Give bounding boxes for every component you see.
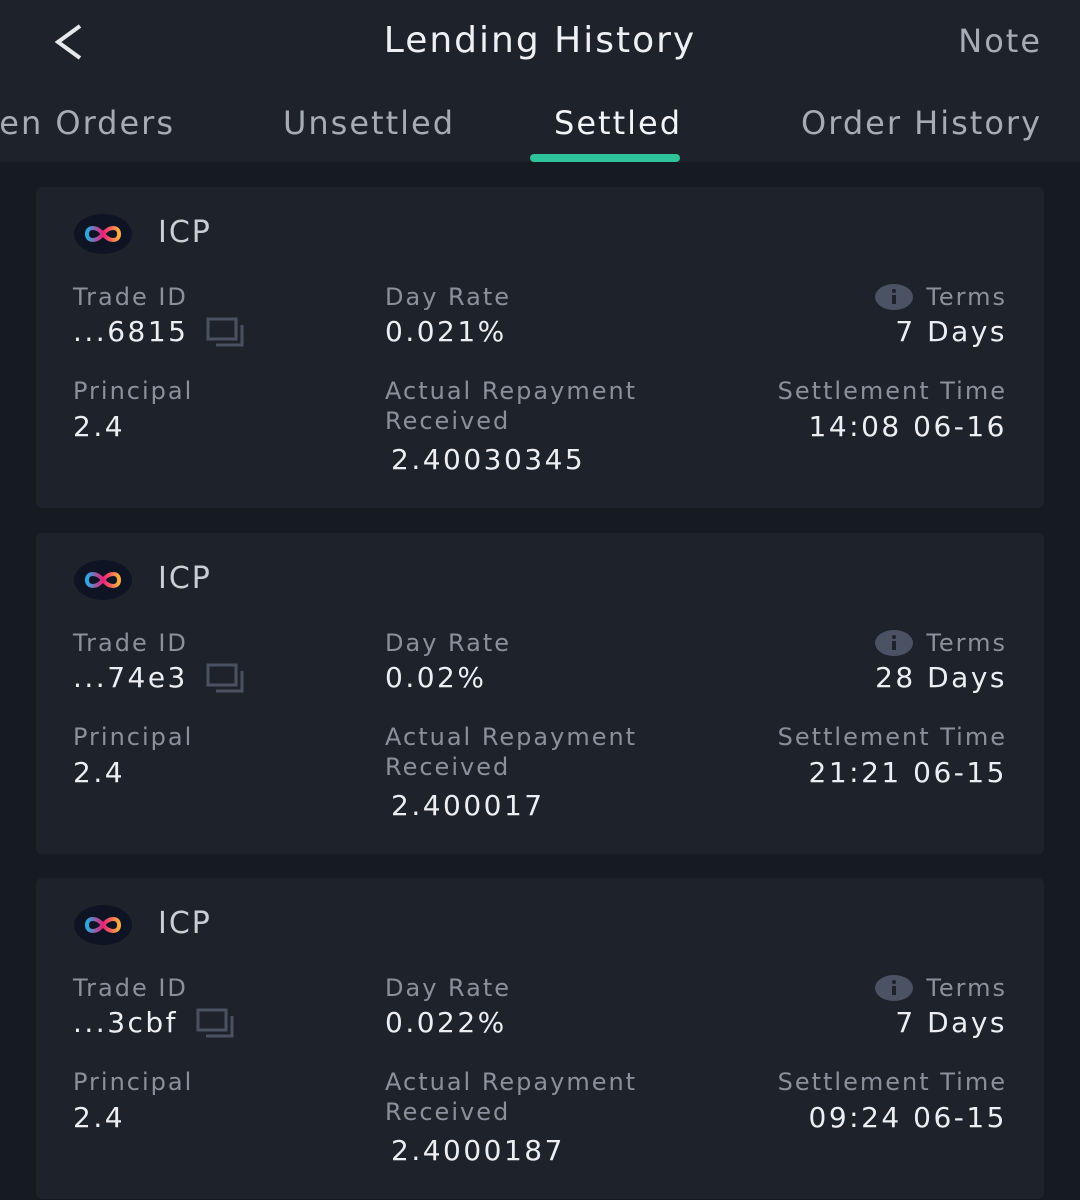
lending-card: ICP Trade ID ...3cbf Day Rate 0.022% Terms 7 D… [36, 878, 1044, 1199]
coin-icon [73, 213, 133, 259]
info-button[interactable] [874, 629, 914, 661]
info-button[interactable] [874, 974, 914, 1006]
field-value: 2.4 [73, 755, 126, 789]
tab[interactable]: Settled [554, 104, 682, 142]
field-value: 0.022% [385, 1006, 507, 1039]
back-button[interactable] [50, 22, 86, 62]
field-value: 21:21 06-15 [808, 755, 1007, 789]
copy-button[interactable] [206, 317, 248, 351]
field-label: Trade ID [73, 974, 188, 1002]
field-label: Trade ID [73, 628, 188, 657]
lending-card: ICP Trade ID ...74e3 Day Rate 0.02% Terms 28 D… [36, 532, 1044, 854]
field-label: Terms [926, 628, 1007, 657]
field-label: Day Rate [385, 974, 512, 1002]
tab-indicator [530, 154, 680, 162]
field-value: 28 Days [875, 660, 1007, 694]
page-title: Lending History [383, 20, 697, 61]
field-value: 0.02% [385, 660, 487, 694]
field-value: 2.40030345 [391, 443, 586, 476]
field-label: Actual Repayment Received [385, 1068, 638, 1126]
field-value: 2.400017 [391, 788, 545, 822]
coin-icon [73, 559, 133, 605]
coin-name: ICP [158, 215, 212, 250]
field-label: Trade ID [73, 283, 188, 311]
field-label: Settlement Time [777, 1068, 1007, 1096]
field-label: Terms [926, 974, 1007, 1002]
coin-name: ICP [158, 560, 212, 596]
tab[interactable]: Open Orders [0, 104, 175, 142]
field-label: Actual Repayment Received [385, 722, 638, 781]
field-label: Terms [926, 283, 1007, 311]
field-label: Settlement Time [777, 722, 1007, 751]
field-label: Day Rate [385, 628, 512, 657]
field-value: 2.4000187 [391, 1134, 565, 1167]
field-value: 2.4 [73, 410, 126, 443]
note-button[interactable]: Note [958, 22, 1042, 60]
field-value: 14:08 06-16 [808, 410, 1007, 443]
lending-card: ICP Trade ID ...6815 Day Rate 0.021% Terms 7 D… [36, 187, 1044, 508]
tab[interactable]: Order History [801, 104, 1042, 142]
field-label: Principal [73, 377, 194, 405]
coin-icon [73, 904, 133, 950]
field-label: Principal [73, 722, 194, 751]
field-value: 7 Days [895, 1006, 1007, 1039]
field-value: ...6815 [73, 315, 189, 348]
field-value: ...74e3 [73, 660, 188, 694]
field-value: 2.4 [73, 1101, 126, 1134]
info-button[interactable] [874, 283, 914, 315]
header: Lending History Note Open Orders Unsettle… [0, 0, 1080, 162]
field-label: Day Rate [385, 283, 512, 311]
copy-button[interactable] [206, 663, 248, 697]
field-value: ...3cbf [73, 1006, 179, 1039]
copy-button[interactable] [196, 1008, 238, 1042]
field-value: 09:24 06-15 [808, 1101, 1007, 1134]
field-value: 0.021% [385, 315, 507, 348]
field-label: Principal [73, 1068, 194, 1096]
tab[interactable]: Unsettled [282, 104, 455, 142]
field-label: Settlement Time [777, 377, 1007, 405]
field-value: 7 Days [895, 315, 1007, 348]
field-label: Actual Repayment Received [385, 377, 638, 435]
coin-name: ICP [158, 906, 212, 941]
